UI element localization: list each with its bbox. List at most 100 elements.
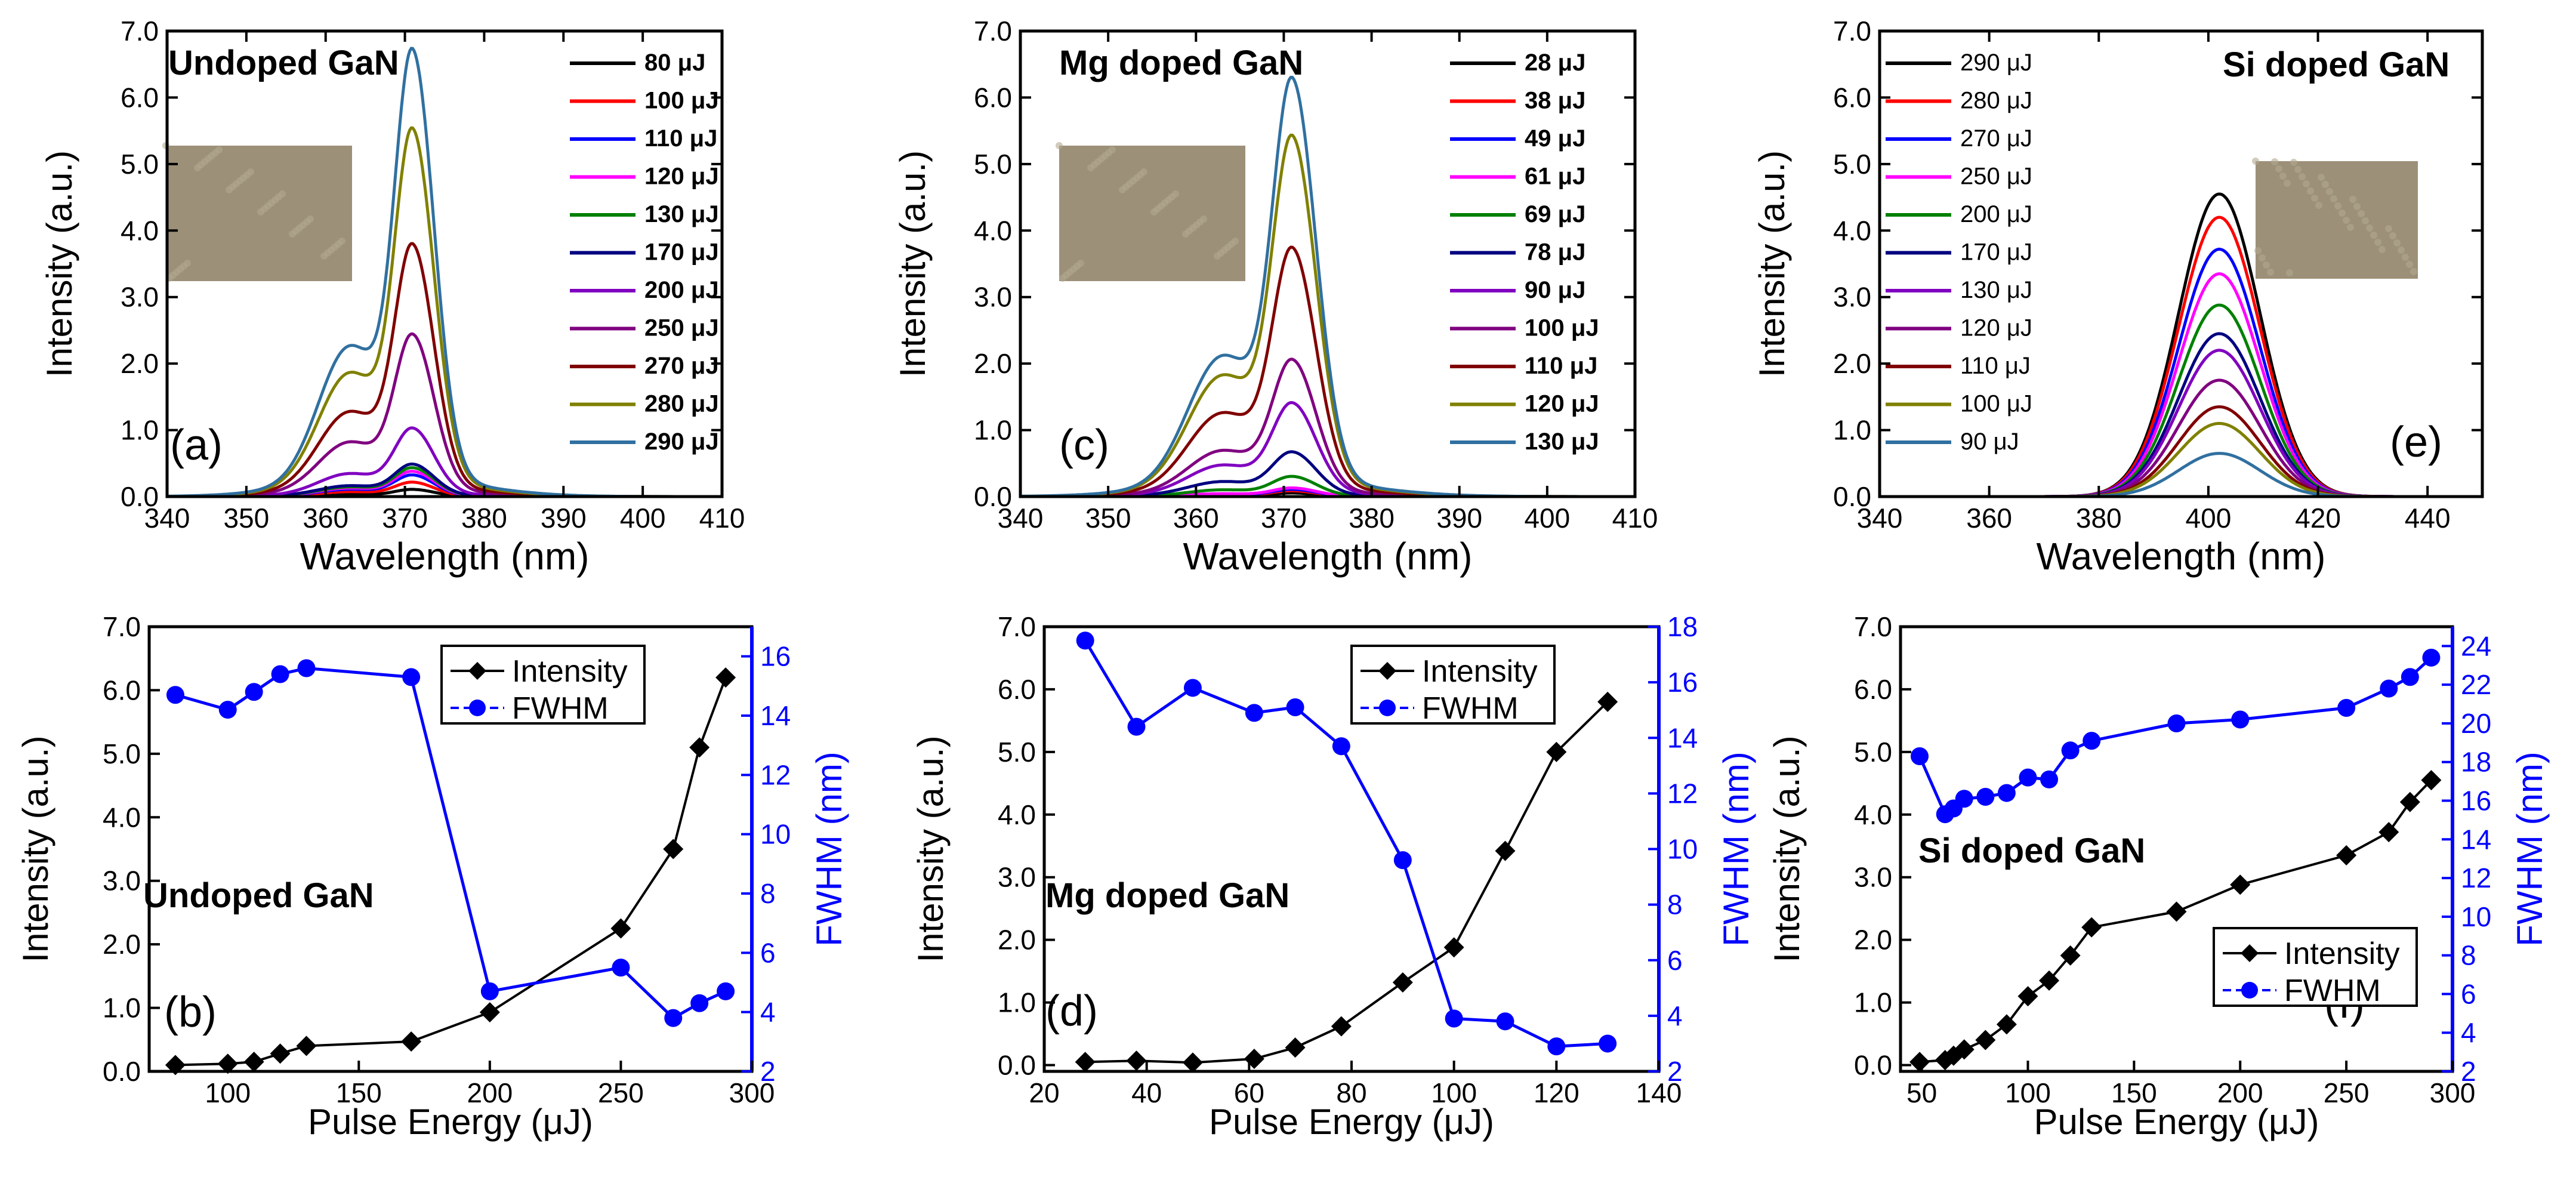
photo-texture-dot: [2326, 188, 2333, 195]
fwhm-point: [2061, 741, 2080, 760]
fwhm-point: [1976, 788, 1995, 806]
y-tick-label: 4.0: [1854, 799, 1892, 830]
intensity-point: [2060, 945, 2081, 966]
intensity-point: [1285, 1037, 1306, 1058]
x-tick-label: 410: [1612, 503, 1658, 534]
y-tick-label: 5.0: [998, 737, 1036, 768]
fwhm-point: [2083, 732, 2101, 750]
x-tick-label: 150: [2111, 1077, 2157, 1108]
photo-texture-dot: [2362, 217, 2369, 224]
x-tick-label: 400: [2186, 503, 2232, 534]
x-tick-label: 390: [1436, 503, 1482, 534]
y-tick-label: 4.0: [121, 215, 159, 246]
x-tick-label: 340: [1857, 503, 1903, 534]
photo-texture-dot: [2254, 247, 2262, 254]
y2-tick-label: 14: [2461, 824, 2491, 855]
intensity-point: [610, 918, 631, 939]
intensity-point: [243, 1052, 264, 1073]
legend-label: 120 μJ: [1960, 315, 2032, 341]
intensity-point: [1975, 1030, 1996, 1050]
photo-texture-dot: [2290, 159, 2297, 166]
legend-marker-intensity: [468, 662, 486, 680]
photo-texture-dot: [2271, 158, 2278, 165]
fwhm-point: [166, 686, 184, 704]
y-tick-label: 2.0: [1833, 348, 1871, 379]
legend-label: 100 μJ: [1960, 391, 2032, 417]
fwhm-point: [1245, 704, 1263, 722]
y-tick-label: 6.0: [121, 82, 159, 113]
y-tick-label: 5.0: [974, 149, 1012, 180]
y-tick-label: 1.0: [1854, 987, 1892, 1018]
x-tick-label: 440: [2405, 503, 2451, 534]
y-tick-label: 0.0: [1833, 481, 1871, 512]
y2-tick-label: 2: [760, 1056, 776, 1087]
photo-texture-dot: [2343, 217, 2350, 224]
fwhm-point: [1997, 784, 2016, 802]
photo-texture-dot: [1200, 215, 1207, 223]
x-axis-label: Wavelength (nm): [1183, 535, 1473, 578]
x-tick-label: 200: [2217, 1077, 2263, 1108]
photo-texture-dot: [2294, 166, 2302, 173]
intensity-point: [479, 1002, 500, 1023]
y-tick-label: 6.0: [103, 674, 141, 705]
y-tick-label: 6.0: [1854, 674, 1892, 705]
legend-marker-fwhm: [1379, 700, 1396, 716]
x-tick-label: 380: [1349, 503, 1395, 534]
x-tick-label: 400: [620, 503, 666, 534]
intensity-point: [296, 1036, 317, 1056]
x-axis-label: Wavelength (nm): [2037, 535, 2326, 578]
legend-label: 120 μJ: [644, 164, 719, 190]
x-tick-label: 340: [144, 503, 190, 534]
intensity-point: [2399, 791, 2420, 812]
fwhm-point: [402, 668, 421, 686]
fwhm-point: [2401, 668, 2419, 686]
fwhm-point: [1445, 1009, 1463, 1028]
x-tick-label: 40: [1131, 1077, 1162, 1108]
x-tick-label: 100: [2005, 1077, 2051, 1108]
x-tick-label: 300: [2430, 1077, 2476, 1108]
intensity-line: [175, 677, 727, 1067]
y2-tick-label: 8: [760, 878, 776, 909]
fwhm-point: [1183, 679, 1202, 697]
y2-tick-label: 4: [2461, 1017, 2476, 1048]
photo-texture-dot: [2370, 232, 2377, 239]
legend-label: 130 μJ: [1525, 429, 1599, 455]
panel-tag: (b): [164, 988, 217, 1036]
fwhm-point: [2422, 648, 2441, 667]
photo-texture-dot: [2358, 210, 2365, 217]
y-tick-label: 5.0: [1854, 737, 1892, 768]
x-tick-label: 350: [1085, 503, 1131, 534]
energy-panel-b: 100 150 200 250 300 0.0 1.0 2.0 3.0 4.0 5.0 6.0 7.0 2…: [16, 611, 849, 1142]
y-tick-label: 0.0: [974, 481, 1012, 512]
y-tick-label: 6.0: [1833, 82, 1871, 113]
y-tick-label: 6.0: [974, 82, 1012, 113]
energy-panel-d: 20 40 60 80 100 120 140 0.0 1.0 2.0 3.0 4.0 5.0 6.0 7.…: [911, 611, 1756, 1142]
x-tick-label: 360: [1173, 503, 1219, 534]
photo-texture-dot: [1140, 168, 1147, 175]
y2-tick-label: 8: [2461, 940, 2476, 971]
plot-frame: [1878, 29, 2484, 498]
fwhm-point: [1911, 747, 1929, 766]
y-tick-label: 3.0: [121, 282, 159, 313]
photo-texture-dot: [2303, 180, 2310, 187]
legend-label: 290 μJ: [644, 429, 719, 455]
photo-texture-dot: [2366, 224, 2373, 232]
intensity-point: [1996, 1014, 2017, 1035]
legend-label: 38 μJ: [1525, 88, 1585, 114]
legend-marker-intensity: [1378, 662, 1396, 680]
y-tick-label: 5.0: [103, 738, 141, 769]
photo-texture-dot: [2398, 247, 2405, 254]
photo-texture-dot: [2410, 268, 2417, 275]
intensity-point: [2378, 822, 2399, 843]
photo-texture-dot: [184, 260, 191, 267]
fwhm-point: [2019, 768, 2037, 787]
intensity-point: [663, 839, 684, 859]
y-tick-label: 4.0: [998, 799, 1036, 830]
y2-tick-label: 12: [2461, 862, 2491, 894]
y-tick-label: 4.0: [103, 802, 141, 833]
y2-axis-label: FWHM (nm): [2510, 751, 2550, 947]
y2-tick-label: 24: [2461, 630, 2491, 661]
legend-label: 250 μJ: [644, 315, 719, 341]
intensity-point: [1126, 1050, 1147, 1071]
fwhm-point: [1286, 698, 1304, 717]
